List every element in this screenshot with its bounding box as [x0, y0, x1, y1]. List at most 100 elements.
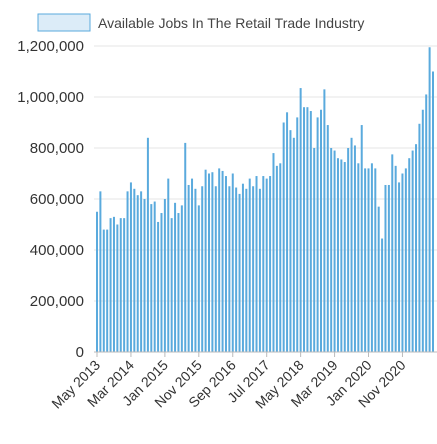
bar[interactable]: [119, 218, 122, 353]
bar[interactable]: [252, 186, 255, 352]
bar[interactable]: [191, 178, 194, 352]
bar[interactable]: [398, 182, 401, 352]
bar[interactable]: [411, 150, 414, 352]
bar[interactable]: [364, 168, 367, 352]
bar[interactable]: [408, 158, 411, 352]
bar[interactable]: [143, 199, 146, 352]
bar[interactable]: [231, 173, 234, 353]
bar[interactable]: [320, 109, 322, 352]
bar[interactable]: [163, 199, 166, 352]
bar[interactable]: [323, 89, 326, 352]
bar[interactable]: [347, 148, 350, 352]
bar[interactable]: [129, 182, 132, 352]
bar[interactable]: [421, 109, 424, 352]
bar[interactable]: [370, 163, 373, 352]
bar[interactable]: [275, 165, 278, 352]
bar[interactable]: [350, 137, 353, 352]
bar[interactable]: [326, 125, 329, 352]
bar[interactable]: [170, 218, 173, 353]
bar[interactable]: [282, 122, 285, 353]
bar[interactable]: [174, 202, 177, 352]
bar[interactable]: [384, 184, 387, 352]
legend-label[interactable]: Available Jobs In The Retail Trade Indus…: [98, 15, 364, 31]
bar[interactable]: [279, 163, 282, 352]
bar[interactable]: [404, 168, 407, 352]
bar[interactable]: [265, 178, 268, 352]
legend[interactable]: Available Jobs In The Retail Trade Indus…: [37, 13, 364, 32]
bar[interactable]: [367, 168, 370, 352]
bar[interactable]: [360, 125, 363, 352]
bar[interactable]: [211, 172, 214, 352]
bar[interactable]: [99, 191, 102, 352]
bar[interactable]: [387, 184, 390, 352]
bar[interactable]: [96, 211, 98, 352]
bar[interactable]: [316, 117, 319, 353]
bar[interactable]: [333, 150, 336, 352]
bar[interactable]: [381, 238, 384, 352]
bar[interactable]: [133, 188, 136, 352]
bar[interactable]: [116, 224, 119, 353]
bar[interactable]: [401, 173, 404, 353]
bar[interactable]: [109, 218, 112, 353]
bar[interactable]: [153, 201, 156, 352]
bar[interactable]: [204, 169, 207, 352]
bar[interactable]: [102, 229, 105, 352]
bar[interactable]: [214, 186, 217, 352]
bar[interactable]: [415, 144, 418, 352]
bar[interactable]: [146, 137, 149, 352]
bar[interactable]: [394, 165, 397, 352]
bar[interactable]: [160, 213, 163, 352]
bar[interactable]: [272, 153, 275, 352]
bar[interactable]: [224, 176, 227, 352]
bar[interactable]: [377, 206, 380, 352]
bar[interactable]: [112, 216, 115, 352]
bar[interactable]: [289, 130, 292, 352]
bar[interactable]: [177, 213, 180, 352]
legend-swatch[interactable]: [37, 13, 91, 32]
bar[interactable]: [428, 47, 431, 353]
bar[interactable]: [197, 205, 200, 353]
bar[interactable]: [258, 188, 261, 352]
bar[interactable]: [262, 176, 265, 352]
bar[interactable]: [238, 193, 241, 352]
bar[interactable]: [157, 221, 160, 352]
bar[interactable]: [167, 178, 170, 352]
bar[interactable]: [241, 183, 244, 352]
bar[interactable]: [418, 123, 421, 352]
bar[interactable]: [218, 168, 221, 352]
bar[interactable]: [269, 176, 272, 352]
bar[interactable]: [136, 195, 139, 352]
bar[interactable]: [391, 154, 394, 353]
bar[interactable]: [248, 178, 251, 352]
bar[interactable]: [432, 71, 434, 353]
bar[interactable]: [208, 173, 210, 353]
bar[interactable]: [194, 188, 197, 352]
bar[interactable]: [374, 168, 377, 352]
bar[interactable]: [184, 142, 187, 352]
bar[interactable]: [357, 163, 360, 352]
bar[interactable]: [187, 184, 190, 352]
bar[interactable]: [235, 187, 238, 352]
bar[interactable]: [336, 158, 339, 352]
bar[interactable]: [299, 88, 302, 352]
bar[interactable]: [306, 107, 309, 352]
bar[interactable]: [425, 94, 428, 352]
bar[interactable]: [245, 188, 248, 352]
bar[interactable]: [140, 191, 143, 352]
bar[interactable]: [353, 145, 356, 352]
bar[interactable]: [303, 107, 306, 352]
bar[interactable]: [309, 111, 312, 352]
bar[interactable]: [221, 170, 224, 352]
bar[interactable]: [296, 117, 299, 353]
bar[interactable]: [255, 176, 258, 352]
bar[interactable]: [123, 218, 126, 353]
bar[interactable]: [286, 112, 289, 352]
bar[interactable]: [340, 159, 343, 352]
bar[interactable]: [228, 186, 231, 352]
bar[interactable]: [201, 186, 204, 352]
bar[interactable]: [313, 148, 316, 352]
bar[interactable]: [106, 229, 109, 352]
bar[interactable]: [150, 204, 153, 352]
bar[interactable]: [343, 162, 346, 352]
bar[interactable]: [180, 205, 183, 353]
